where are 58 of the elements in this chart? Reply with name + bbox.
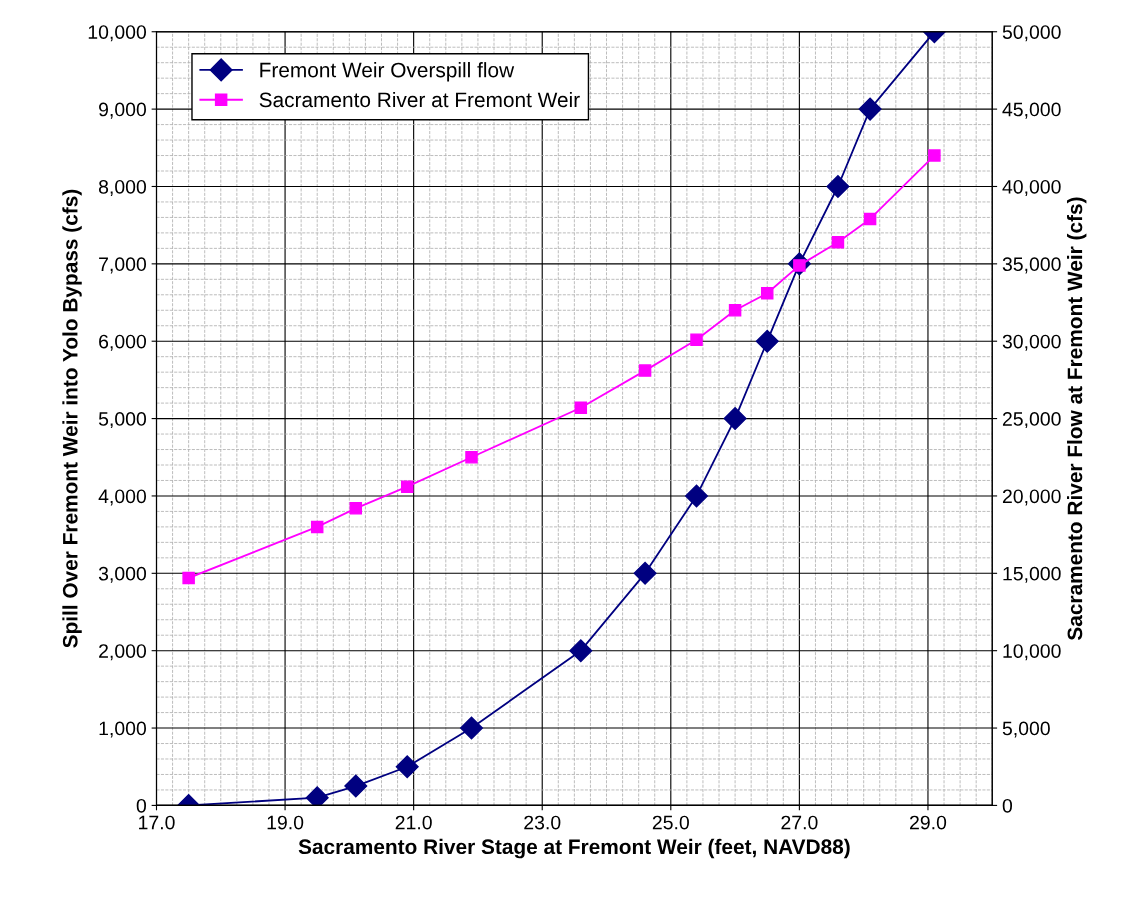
y2-tick-label: 50,000: [1002, 25, 1061, 42]
point: [685, 484, 709, 508]
y-tick-label: 1,000: [99, 721, 147, 738]
y-tick-label: 0: [136, 798, 147, 813]
y2-tick-label: 10,000: [1003, 644, 1061, 661]
x-tick-label: 23.0: [524, 815, 561, 830]
x-tick-label: 19.0: [267, 815, 304, 830]
y2-tick-label: 30,000: [1002, 334, 1061, 351]
point: [400, 480, 414, 493]
point: [633, 561, 657, 585]
legend-label: Sacramento River at Fremont Weir: [259, 91, 580, 108]
y-tick-label: 6,000: [99, 334, 147, 351]
x-axis-title: Sacramento River Stage at Fremont Weir (feet, NAVD88): [298, 838, 850, 859]
y2-tick-label: 25,000: [1002, 412, 1061, 429]
y-tick-label: 2,000: [99, 644, 147, 661]
legend-label: Fremont Weir Overspill flow: [260, 62, 515, 82]
x-tick-label: 29.0: [910, 815, 947, 830]
y2-tick-label: 35,000: [1002, 257, 1061, 274]
x-tick-label: 21.0: [395, 815, 432, 830]
y-tick-label: 5,000: [98, 412, 147, 429]
point: [831, 235, 845, 249]
y2-tick-label: 20,000: [1002, 489, 1061, 506]
point: [723, 407, 747, 431]
y-tick-label: 10,000: [88, 25, 147, 42]
point: [310, 520, 324, 534]
point: [858, 97, 882, 121]
point: [182, 571, 195, 585]
point: [460, 716, 484, 740]
x-tick-label: 27.0: [781, 815, 818, 830]
point: [638, 364, 652, 377]
point: [755, 329, 779, 353]
y2-tick-label: 5,000: [1002, 721, 1050, 738]
y-tick-label: 7,000: [99, 257, 147, 274]
point: [928, 149, 941, 162]
y-tick-label: 4,000: [98, 489, 147, 506]
point: [826, 174, 850, 198]
y-tick-label: 9,000: [99, 102, 147, 119]
point: [465, 451, 478, 464]
y2-tick-label: 45,000: [1002, 102, 1061, 119]
point: [344, 774, 368, 798]
y-axis-title: Spill Over Fremont Weir into Yolo Bypass (cfs): [62, 189, 82, 648]
x-tick-label: 17.0: [139, 815, 175, 830]
point: [305, 786, 329, 806]
point: [760, 286, 774, 300]
y2-tick-label: 0: [1002, 798, 1013, 813]
point: [395, 755, 419, 779]
point: [728, 304, 742, 317]
point: [349, 502, 363, 515]
point: [569, 639, 593, 663]
y-tick-label: 3,000: [98, 566, 147, 583]
y-tick-label: 8,000: [98, 179, 147, 197]
x-tick-label: 25.0: [652, 815, 689, 830]
y2-tick-label: 40,000: [1002, 179, 1061, 197]
y2-axis-title: Sacramento River Flow at Fremont Weir (cfs): [1066, 197, 1087, 641]
point: [690, 333, 703, 346]
point: [863, 212, 877, 226]
point: [574, 401, 588, 414]
y2-tick-label: 15,000: [1003, 566, 1061, 583]
